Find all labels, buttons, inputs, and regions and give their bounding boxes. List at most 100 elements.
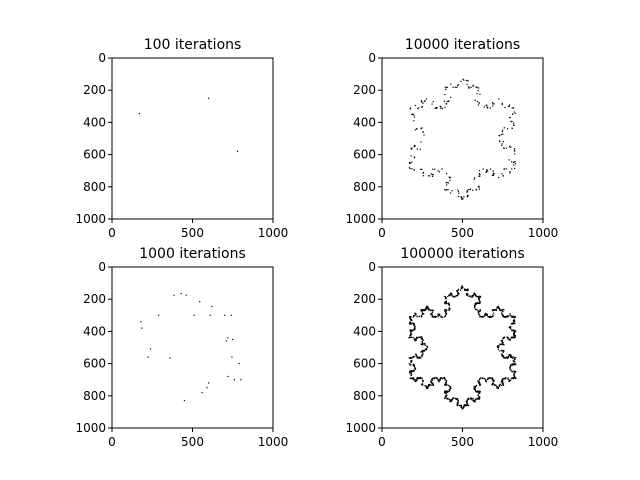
scatter-point: [502, 382, 504, 385]
scatter-point: [495, 309, 498, 312]
scatter-point: [448, 100, 450, 102]
scatter-point: [461, 406, 463, 409]
scatter-point: [150, 348, 152, 350]
scatter-point: [514, 163, 517, 165]
scatter-point: [414, 380, 416, 382]
y-tick-label: 200: [83, 83, 106, 97]
scatter-point: [501, 353, 503, 355]
scatter-point: [441, 378, 444, 380]
scatter-point: [513, 318, 515, 320]
scatter-point: [500, 133, 502, 136]
scatter-point: [509, 313, 511, 315]
scatter-point: [510, 364, 512, 367]
scatter-point: [476, 100, 479, 103]
scatter-point: [414, 104, 417, 107]
scatter-point: [502, 383, 504, 385]
scatter-point: [454, 86, 456, 88]
scatter-point: [421, 311, 423, 313]
scatter-point: [447, 384, 449, 387]
scatter-point: [466, 400, 468, 402]
scatter-point: [419, 378, 421, 380]
scatter-point: [470, 296, 472, 298]
scatter-point: [512, 315, 514, 317]
scatter-point: [478, 381, 481, 384]
scatter-point: [439, 379, 442, 381]
scatter-point: [507, 336, 509, 339]
scatter-point: [489, 377, 492, 380]
scatter-point: [453, 296, 455, 298]
y-tick-label: 1000: [345, 421, 376, 435]
scatter-point: [445, 297, 447, 299]
scatter-point: [474, 387, 476, 389]
scatter-point: [491, 379, 493, 381]
scatter-point: [505, 377, 507, 379]
scatter-point: [498, 135, 500, 137]
scatter-point: [474, 400, 476, 403]
scatter-point: [496, 387, 498, 389]
scatter-point: [409, 356, 412, 359]
scatter-point: [502, 378, 504, 380]
scatter-point: [515, 363, 517, 365]
scatter-point: [421, 351, 423, 353]
scatter-point: [409, 330, 411, 332]
scatter-point: [474, 399, 476, 401]
scatter-point: [473, 385, 476, 388]
scatter-points: [408, 78, 517, 200]
scatter-point: [456, 290, 459, 292]
x-tick-label: 1000: [258, 226, 289, 240]
scatter-point: [445, 302, 447, 304]
scatter-point: [486, 107, 489, 109]
subplot-100000-iterations: 100000 iterations 0 500 1000 0 200 400 6…: [345, 246, 558, 449]
scatter-point: [437, 170, 439, 172]
scatter-point: [485, 380, 487, 382]
scatter-point: [478, 299, 480, 301]
scatter-point: [414, 339, 416, 342]
scatter-point: [416, 315, 418, 317]
scatter-point: [476, 302, 478, 304]
scatter-point: [413, 116, 416, 118]
scatter-point: [514, 357, 516, 359]
scatter-point: [514, 371, 516, 374]
scatter-point: [479, 300, 481, 302]
scatter-point: [443, 100, 446, 102]
scatter-point: [488, 377, 490, 379]
scatter-point: [415, 338, 417, 340]
scatter-point: [486, 314, 488, 316]
scatter-point: [449, 399, 451, 401]
scatter-point: [466, 191, 468, 193]
scatter-point: [479, 175, 481, 177]
scatter-point: [478, 310, 481, 313]
scatter-point: [444, 314, 447, 316]
scatter-point: [448, 294, 450, 296]
scatter-point: [461, 198, 463, 200]
scatter-point: [147, 356, 149, 358]
scatter-point: [420, 377, 422, 379]
scatter-point: [513, 370, 515, 372]
scatter-point: [445, 381, 447, 384]
scatter-point: [445, 382, 447, 384]
scatter-point: [414, 144, 416, 147]
scatter-point: [497, 346, 499, 348]
scatter-point: [482, 168, 484, 170]
scatter-point: [514, 361, 516, 363]
scatter-point: [430, 313, 432, 315]
scatter-point: [508, 380, 510, 382]
scatter-point: [511, 161, 513, 163]
scatter-point: [504, 106, 506, 109]
scatter-point: [413, 324, 416, 326]
scatter-point: [498, 345, 500, 347]
scatter-point: [503, 357, 505, 359]
scatter-point: [434, 168, 436, 170]
scatter-point: [427, 308, 429, 310]
scatter-point: [478, 380, 480, 383]
scatter-point: [492, 314, 494, 316]
scatter-point: [444, 378, 446, 381]
scatter-point: [493, 383, 495, 386]
scatter-point: [513, 111, 515, 113]
scatter-point: [416, 337, 418, 339]
scatter-point: [479, 383, 481, 385]
scatter-point: [478, 298, 480, 300]
scatter-point: [460, 286, 462, 288]
y-tick-label: 400: [353, 324, 376, 338]
